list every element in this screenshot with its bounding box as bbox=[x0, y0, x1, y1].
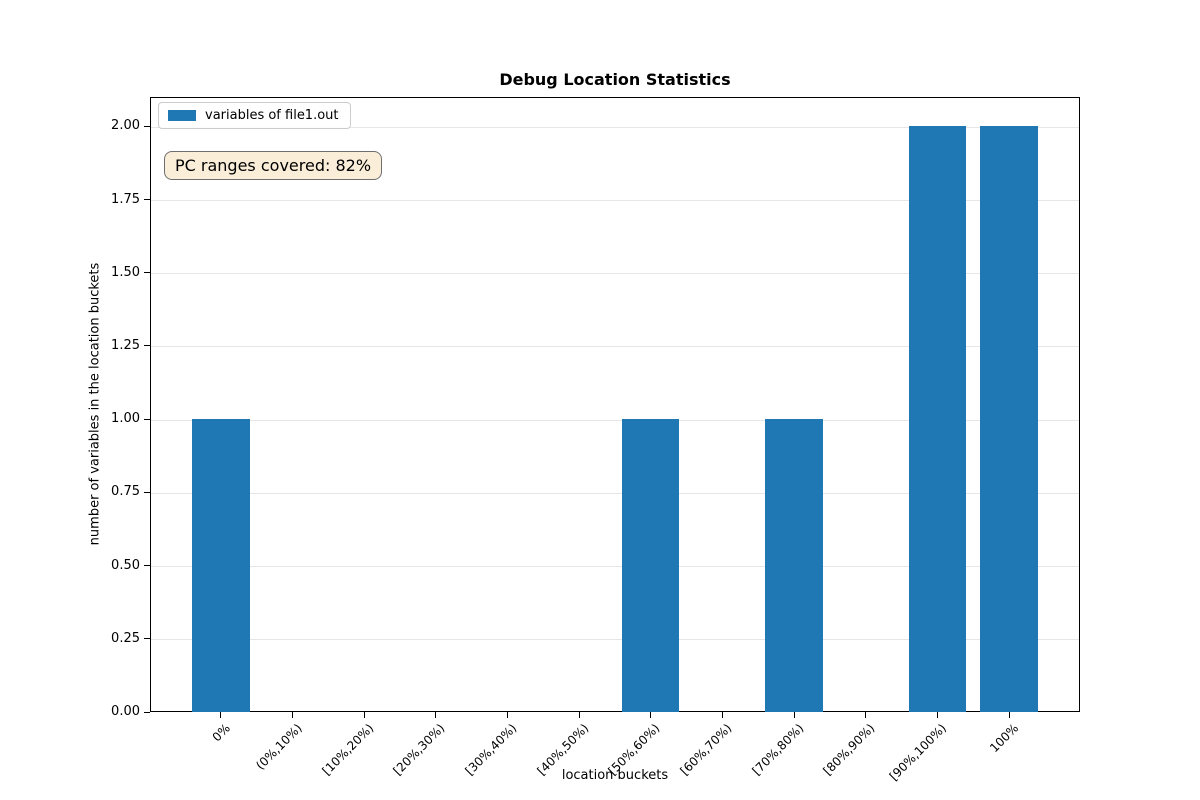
x-tick-label: 100% bbox=[986, 721, 1021, 756]
chart-title: Debug Location Statistics bbox=[499, 70, 731, 89]
x-tick-mark bbox=[507, 712, 509, 718]
bar bbox=[765, 419, 823, 712]
x-tick-mark bbox=[220, 712, 222, 718]
y-tick-mark bbox=[144, 125, 150, 127]
gridline bbox=[151, 200, 1079, 201]
y-tick-label: 1.25 bbox=[111, 337, 140, 353]
gridline bbox=[151, 492, 1079, 494]
bar bbox=[622, 419, 680, 712]
y-tick-mark bbox=[144, 711, 150, 713]
gridline bbox=[151, 639, 1079, 641]
gridline bbox=[151, 419, 1079, 421]
y-tick-label: 2.00 bbox=[111, 118, 140, 134]
gridline bbox=[151, 566, 1079, 568]
x-tick-mark bbox=[936, 712, 938, 718]
bar bbox=[192, 419, 250, 712]
y-tick-mark bbox=[144, 272, 150, 274]
x-tick-mark bbox=[1008, 712, 1010, 718]
x-tick-mark bbox=[721, 712, 723, 718]
gridline bbox=[151, 273, 1079, 275]
x-tick-mark bbox=[578, 712, 580, 718]
y-tick-label: 1.75 bbox=[111, 191, 140, 207]
x-tick-mark bbox=[650, 712, 652, 718]
y-tick-mark bbox=[144, 345, 150, 347]
bar bbox=[908, 126, 967, 712]
x-axis-label: location buckets bbox=[561, 768, 669, 783]
bar bbox=[980, 126, 1038, 712]
plot-area: variables of file1.out PC ranges covered… bbox=[150, 97, 1080, 712]
y-tick-mark bbox=[144, 638, 150, 640]
y-tick-label: 0.50 bbox=[111, 557, 140, 573]
y-tick-label: 1.00 bbox=[111, 411, 140, 427]
legend-label: variables of file1.out bbox=[205, 108, 339, 123]
annotation-box: PC ranges covered: 82% bbox=[164, 151, 383, 180]
y-tick-mark bbox=[144, 491, 150, 493]
y-tick-label: 0.75 bbox=[111, 484, 140, 500]
y-tick-mark bbox=[144, 199, 150, 200]
y-axis-label: number of variables in the location buck… bbox=[87, 262, 103, 546]
x-tick-mark bbox=[865, 712, 867, 718]
x-tick-label: (0%,10%) bbox=[252, 721, 305, 773]
legend: variables of file1.out bbox=[158, 102, 351, 129]
y-tick-label: 1.50 bbox=[111, 264, 140, 280]
x-tick-mark bbox=[363, 712, 365, 718]
x-tick-mark bbox=[292, 712, 294, 718]
x-tick-mark bbox=[793, 712, 795, 718]
x-tick-label: 0% bbox=[209, 721, 233, 745]
annotation-text: PC ranges covered: 82% bbox=[175, 156, 372, 175]
y-tick-label: 0.25 bbox=[111, 630, 140, 646]
gridline bbox=[151, 126, 1079, 128]
y-tick-mark bbox=[144, 418, 150, 420]
legend-swatch-icon bbox=[168, 110, 196, 121]
x-tick-mark bbox=[435, 712, 437, 718]
gridline bbox=[151, 346, 1079, 348]
y-tick-label: 0.00 bbox=[111, 704, 140, 719]
y-tick-mark bbox=[144, 565, 150, 567]
